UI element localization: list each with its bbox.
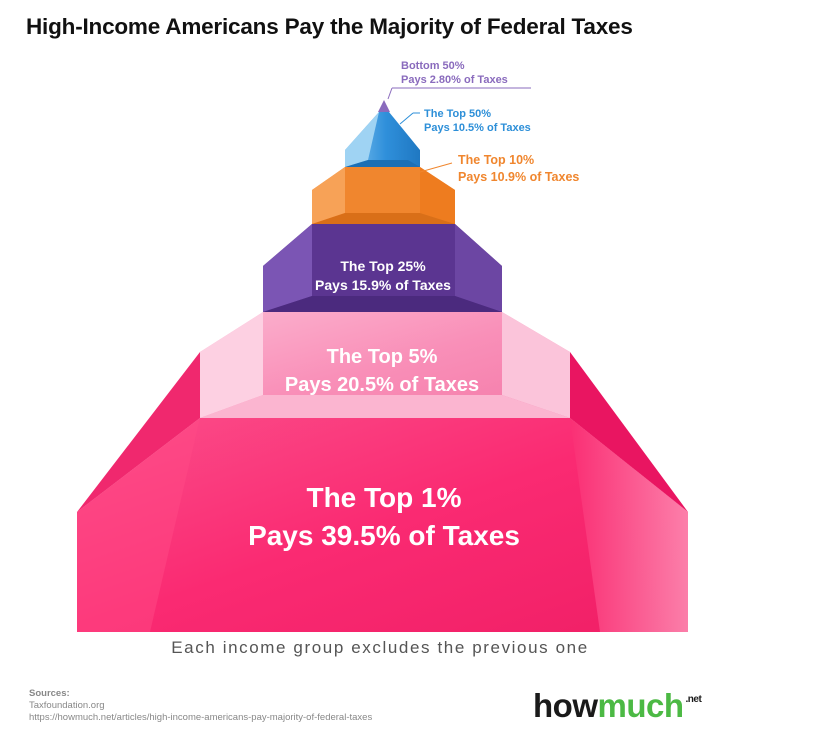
footnote: Each income group excludes the previous … (171, 638, 589, 657)
label-top-1-line1: The Top 1% (306, 482, 461, 513)
label-top-10-line1: The Top 10% (458, 153, 534, 167)
tier-top-50 (345, 112, 420, 167)
label-top-25-line1: The Top 25% (340, 258, 426, 274)
sources-heading: Sources: (29, 688, 70, 699)
label-top-5-line2: Pays 20.5% of Taxes (285, 374, 479, 396)
howmuch-logo: howmuch .net (533, 687, 702, 724)
tier-top-5 (200, 312, 570, 418)
label-top-10-line2: Pays 10.9% of Taxes (458, 170, 579, 184)
label-top-5-line1: The Top 5% (327, 346, 438, 368)
logo-net: .net (685, 694, 702, 705)
tier-top-1 (77, 352, 688, 632)
label-bottom-50-line2: Pays 2.80% of Taxes (401, 74, 508, 86)
label-bottom-50-line1: Bottom 50% (401, 60, 465, 72)
tier-top-10 (312, 167, 455, 224)
sources: Sources: Taxfoundation.org https://howmu… (29, 688, 372, 724)
chart-title: High-Income Americans Pay the Majority o… (26, 14, 633, 39)
source-line: Taxfoundation.org (29, 700, 105, 711)
label-top-50-line2: Pays 10.5% of Taxes (424, 122, 531, 134)
source-line: https://howmuch.net/articles/high-income… (29, 712, 373, 723)
logo-much: much (597, 687, 684, 724)
leader-top-50 (399, 112, 414, 125)
label-top-25-line2: Pays 15.9% of Taxes (315, 277, 451, 293)
tier-bottom-50 (378, 100, 390, 112)
leader-bottom-50 (387, 87, 393, 100)
label-top-50-line1: The Top 50% (424, 108, 491, 120)
logo-how: how (533, 687, 598, 724)
leader-top-10 (419, 162, 453, 173)
pyramid-chart: Bottom 50% Pays 2.80% of Taxes The Top 5… (77, 60, 688, 632)
label-top-1-line2: Pays 39.5% of Taxes (248, 520, 520, 551)
tier-top-25 (263, 224, 502, 312)
